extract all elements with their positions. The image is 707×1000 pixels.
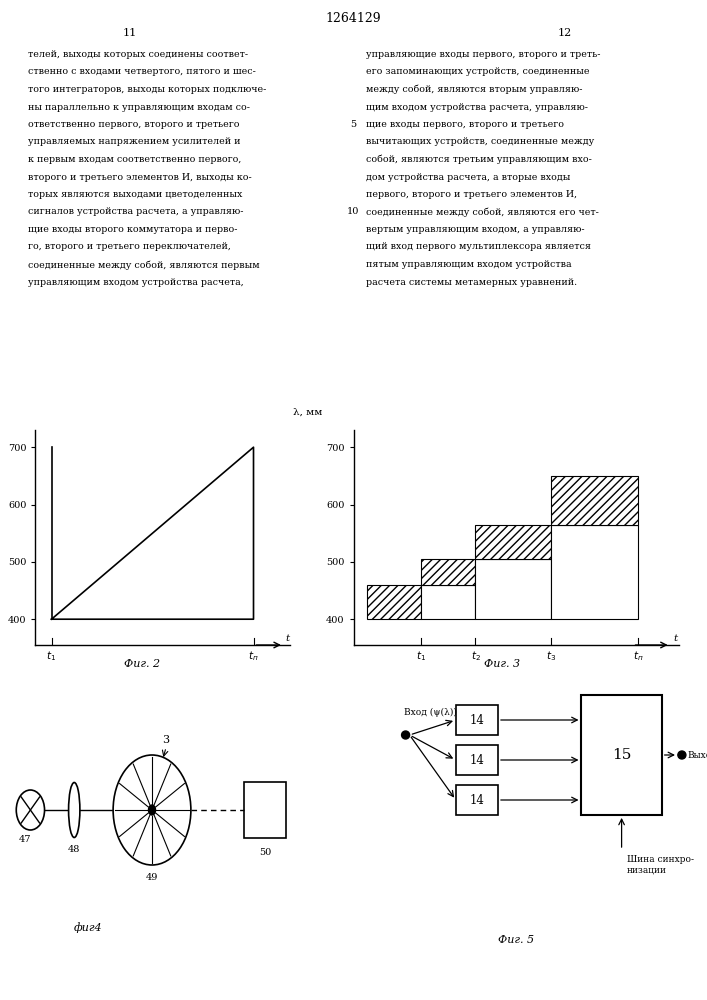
Text: 47: 47	[18, 835, 31, 844]
Text: к первым входам соответственно первого,: к первым входам соответственно первого,	[28, 155, 241, 164]
Text: ны параллельно к управляющим входам со-: ны параллельно к управляющим входам со-	[28, 103, 250, 111]
Text: того интеграторов, выходы которых подключе-: того интеграторов, выходы которых подклю…	[28, 85, 267, 94]
Bar	[476, 559, 551, 619]
Text: щий вход первого мультиплексора является: щий вход первого мультиплексора является	[366, 242, 591, 251]
Text: пятым управляющим входом устройства: пятым управляющим входом устройства	[366, 260, 572, 269]
Text: расчета системы метамерных уравнений.: расчета системы метамерных уравнений.	[366, 278, 577, 287]
Bar	[421, 559, 476, 585]
Text: между собой, являются вторым управляю-: между собой, являются вторым управляю-	[366, 85, 583, 95]
Text: 12: 12	[558, 28, 572, 38]
Polygon shape	[52, 447, 254, 619]
Text: второго и третьего элементов И, выходы ко-: второго и третьего элементов И, выходы к…	[28, 172, 252, 182]
Circle shape	[148, 805, 156, 815]
Text: его запоминающих устройств, соединенные: его запоминающих устройств, соединенные	[366, 68, 590, 77]
Text: вычитающих устройств, соединенные между: вычитающих устройств, соединенные между	[366, 137, 595, 146]
Text: $t_1$: $t_1$	[416, 649, 426, 663]
Text: ственно с входами четвертого, пятого и шес-: ственно с входами четвертого, пятого и ш…	[28, 68, 256, 77]
Text: 5: 5	[350, 120, 356, 129]
Circle shape	[402, 731, 409, 739]
Text: ответственно первого, второго и третьего: ответственно первого, второго и третьего	[28, 120, 240, 129]
Text: щие входы первого, второго и третьего: щие входы первого, второго и третьего	[366, 120, 564, 129]
Text: $t_3$: $t_3$	[547, 649, 556, 663]
Text: 15: 15	[612, 748, 631, 762]
Bar	[367, 585, 421, 619]
Text: щим входом устройства расчета, управляю-: щим входом устройства расчета, управляю-	[366, 103, 588, 111]
Bar	[456, 785, 498, 815]
Text: 48: 48	[68, 845, 81, 854]
Text: Фиг. 3: Фиг. 3	[484, 659, 520, 669]
Text: 11: 11	[123, 28, 137, 38]
Ellipse shape	[69, 782, 80, 838]
Text: Фиг. 5: Фиг. 5	[498, 935, 534, 945]
Text: 3: 3	[163, 735, 170, 745]
Text: 14: 14	[469, 794, 484, 806]
Text: собой, являются третьим управляющим вхо-: собой, являются третьим управляющим вхо-	[366, 155, 592, 164]
Text: го, второго и третьего переключателей,: го, второго и третьего переключателей,	[28, 242, 231, 251]
Text: Фиг. 2: Фиг. 2	[124, 659, 160, 669]
Text: управляющие входы первого, второго и треть-: управляющие входы первого, второго и тре…	[366, 50, 600, 59]
Text: t: t	[286, 634, 290, 643]
Text: $t_1$: $t_1$	[47, 649, 57, 663]
Text: Вход (ψ(λ)): Вход (ψ(λ))	[404, 708, 457, 717]
Bar	[456, 705, 498, 735]
Text: $t_п$: $t_п$	[248, 649, 259, 663]
Circle shape	[678, 751, 686, 759]
Bar	[244, 782, 286, 838]
Text: телей, выходы которых соединены соответ-: телей, выходы которых соединены соответ-	[28, 50, 248, 59]
Text: t: t	[673, 634, 677, 643]
Bar	[476, 525, 551, 559]
Bar	[551, 476, 638, 525]
Text: 1264129: 1264129	[325, 12, 381, 25]
Text: $t_п$: $t_п$	[633, 649, 643, 663]
Text: щие входы второго коммутатора и перво-: щие входы второго коммутатора и перво-	[28, 225, 238, 234]
Text: дом устройства расчета, а вторые входы: дом устройства расчета, а вторые входы	[366, 172, 571, 182]
Text: 14: 14	[469, 714, 484, 726]
Text: 10: 10	[347, 208, 359, 217]
Bar	[551, 525, 638, 619]
Text: Шина синхро-
низации: Шина синхро- низации	[626, 855, 694, 874]
Text: управляемых напряжением усилителей и: управляемых напряжением усилителей и	[28, 137, 240, 146]
Text: соединенные между собой, являются первым: соединенные между собой, являются первым	[28, 260, 259, 269]
Text: $t_2$: $t_2$	[470, 649, 481, 663]
Text: вертым управляющим входом, а управляю-: вертым управляющим входом, а управляю-	[366, 225, 585, 234]
Text: Выход(ψ(λ)): Выход(ψ(λ))	[688, 750, 707, 760]
Circle shape	[113, 755, 191, 865]
Text: управляющим входом устройства расчета,: управляющим входом устройства расчета,	[28, 278, 244, 287]
Circle shape	[16, 790, 45, 830]
Text: 49: 49	[146, 873, 158, 882]
Text: торых являются выходами цветоделенных: торых являются выходами цветоделенных	[28, 190, 243, 199]
Text: соединенные между собой, являются его чет-: соединенные между собой, являются его че…	[366, 208, 599, 217]
Text: 14: 14	[469, 754, 484, 766]
Text: 50: 50	[259, 848, 271, 857]
Bar	[581, 695, 662, 815]
Text: фиг4: фиг4	[74, 922, 103, 933]
Y-axis label: λ, мм: λ, мм	[293, 408, 322, 417]
Text: сигналов устройства расчета, а управляю-: сигналов устройства расчета, а управляю-	[28, 208, 243, 217]
Bar	[421, 585, 476, 619]
Bar	[456, 745, 498, 775]
Text: первого, второго и третьего элементов И,: первого, второго и третьего элементов И,	[366, 190, 577, 199]
